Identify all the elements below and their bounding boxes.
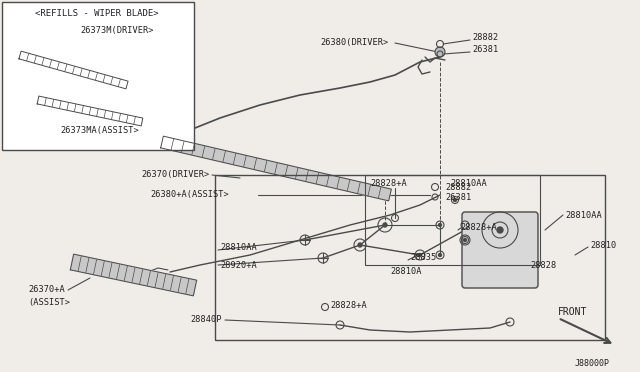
Text: 26381: 26381: [445, 192, 471, 202]
Text: <REFILLS - WIPER BLADE>: <REFILLS - WIPER BLADE>: [35, 10, 159, 19]
Circle shape: [438, 224, 442, 227]
Circle shape: [454, 199, 456, 202]
Text: 28882: 28882: [445, 183, 471, 192]
Text: 28810AA: 28810AA: [450, 179, 487, 187]
Text: (ASSIST>: (ASSIST>: [28, 298, 70, 307]
Text: 28810AA: 28810AA: [565, 211, 602, 219]
Text: 26380+A(ASSIST>: 26380+A(ASSIST>: [150, 190, 228, 199]
Polygon shape: [37, 96, 143, 126]
Text: 26370(DRIVER>: 26370(DRIVER>: [141, 170, 210, 180]
Bar: [2, 2, 194, 150]
Circle shape: [463, 238, 467, 241]
Circle shape: [419, 253, 422, 257]
Text: 28828+A: 28828+A: [370, 179, 407, 187]
Polygon shape: [19, 51, 128, 89]
Polygon shape: [161, 136, 391, 201]
Text: 28810A: 28810A: [390, 267, 422, 276]
Text: 28810AA: 28810AA: [220, 244, 257, 253]
Text: 28828+A: 28828+A: [460, 224, 497, 232]
FancyBboxPatch shape: [462, 212, 538, 288]
Text: 26373M(DRIVER>: 26373M(DRIVER>: [80, 26, 154, 35]
Circle shape: [438, 253, 442, 257]
Text: 28920+A: 28920+A: [220, 260, 257, 269]
Text: 28882: 28882: [472, 33, 499, 42]
Text: 26370+A: 26370+A: [28, 285, 65, 295]
Circle shape: [358, 243, 362, 247]
Polygon shape: [70, 254, 196, 296]
Circle shape: [383, 223, 387, 227]
Text: 28828: 28828: [530, 260, 556, 269]
Circle shape: [435, 47, 445, 57]
Text: 28828+A: 28828+A: [330, 301, 367, 310]
Bar: [365, 175, 540, 265]
Text: FRONT: FRONT: [558, 307, 588, 317]
Text: 26381: 26381: [472, 45, 499, 55]
Text: J88000P: J88000P: [575, 359, 610, 368]
Bar: [215, 175, 605, 340]
Text: 28835: 28835: [410, 253, 436, 263]
Text: 26380(DRIVER>: 26380(DRIVER>: [320, 38, 388, 48]
Circle shape: [497, 227, 503, 233]
Text: 26373MA(ASSIST>: 26373MA(ASSIST>: [60, 125, 139, 135]
Text: 28810: 28810: [590, 241, 616, 250]
Text: 28840P: 28840P: [190, 315, 221, 324]
